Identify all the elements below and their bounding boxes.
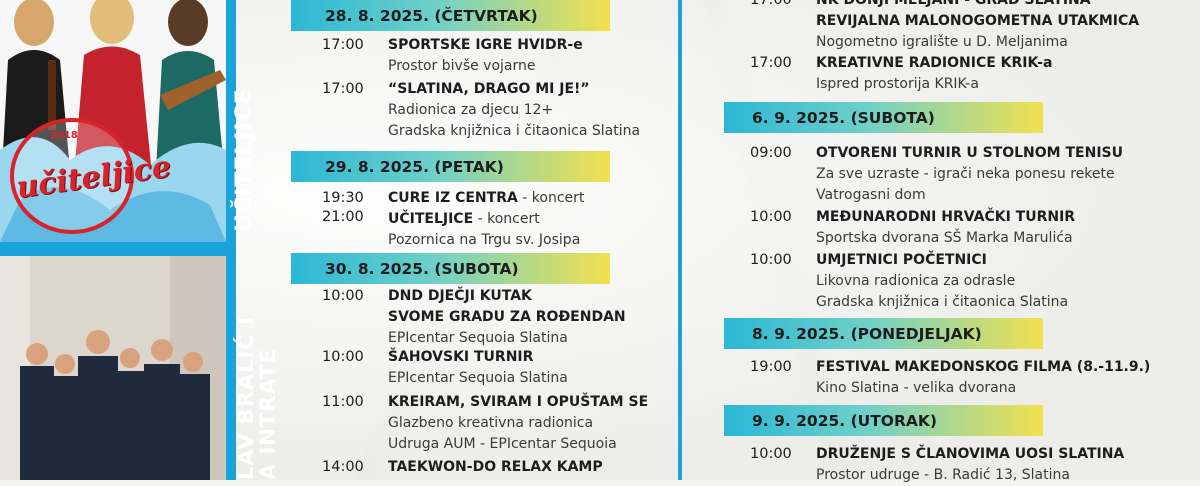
- event-title: DRUŽENJE S ČLANOVIMA UOSI SLATINA: [816, 446, 1125, 462]
- event-description: Za sve uzraste - igrači neka ponesu reke…: [816, 166, 1115, 182]
- event-time: 14:00: [322, 459, 364, 475]
- event-location: Udruga AUM - EPIcentar Sequoia: [388, 436, 617, 452]
- event-title-line2: REVIJALNA MALONOGOMETNA UTAKMICA: [816, 13, 1140, 29]
- event-location: EPIcentar Sequoia Slatina: [388, 330, 568, 346]
- event-location: Kino Slatina - velika dvorana: [816, 380, 1017, 396]
- event-location: Prostor bivše vojarne: [388, 58, 536, 74]
- event-title: MEĐUNARODNI HRVAČKI TURNIR: [816, 209, 1076, 225]
- date-header: 6. 9. 2025. (SUBOTA): [724, 102, 1043, 133]
- date-header: 30. 8. 2025. (SUBOTA): [291, 253, 610, 284]
- date-header: 29. 8. 2025. (PETAK): [291, 151, 610, 182]
- event-title: UMJETNICI POČETNICI: [816, 252, 987, 268]
- event: KREATIVNE RADIONICE KRIK-a Ispred prosto…: [816, 53, 1052, 95]
- event-description: Glazbeno kreativna radionica: [388, 415, 594, 431]
- event: SPORTSKE IGRE HVIDR-e Prostor bivše voja…: [388, 35, 583, 77]
- event-location: Prostor udruge - B. Radić 13, Slatina: [816, 467, 1070, 483]
- event-title: TAEKWON-DO RELAX KAMP: [388, 459, 603, 475]
- event-location: Sportska dvorana SŠ Marka Marulića: [816, 230, 1073, 246]
- event-title: “SLATINA, DRAGO MI JE!”: [388, 81, 590, 97]
- event-location: EPIcentar Sequoia Slatina: [388, 370, 568, 386]
- event-time: 11:00: [322, 394, 364, 410]
- event: KREIRAM, SVIRAM I OPUŠTAM SE Glazbeno kr…: [388, 392, 648, 455]
- event-time: 10:00: [750, 252, 792, 268]
- event-description: Radionica za djecu 12+: [388, 102, 554, 118]
- event: MEĐUNARODNI HRVAČKI TURNIR Sportska dvor…: [816, 207, 1075, 249]
- event-time: 09:00: [750, 145, 792, 161]
- event: NK DONJI MELJANI - GRAD SLATINA REVIJALN…: [816, 0, 1139, 53]
- event: “SLATINA, DRAGO MI JE!” Radionica za dje…: [388, 79, 640, 142]
- event-description: Likovna radionica za odrasle: [816, 273, 1016, 289]
- side-label-ucitelice: UČITELJICE: [232, 88, 257, 232]
- side-label-bralic-2: A INTRATE: [256, 348, 280, 480]
- event-title: UČITELJICE: [388, 211, 474, 227]
- event-title: KREATIVNE RADIONICE KRIK-a: [816, 55, 1053, 71]
- event: CURE IZ CENTRA - koncert UČITELJICE - ko…: [388, 188, 584, 251]
- event: FESTIVAL MAKEDONSKOG FILMA (8.-11.9.) Ki…: [816, 357, 1150, 399]
- event-title-line2: SVOME GRADU ZA ROĐENDAN: [388, 309, 626, 325]
- event-time: 17:00: [750, 0, 792, 8]
- event-title: KREIRAM, SVIRAM I OPUŠTAM SE: [388, 394, 649, 410]
- event-type: - koncert: [473, 211, 540, 227]
- event-time: 21:00: [322, 209, 364, 225]
- event-location: Pozornica na Trgu sv. Josipa: [388, 232, 581, 248]
- event-title: ŠAHOVSKI TURNIR: [388, 349, 534, 365]
- event-location: Vatrogasni dom: [816, 187, 926, 203]
- event: DND DJEČJI KUTAK SVOME GRADU ZA ROĐENDAN…: [388, 286, 626, 349]
- ucitelice-photo: učiteljice 2018: [0, 0, 226, 242]
- event-time: 10:00: [750, 209, 792, 225]
- event: TAEKWON-DO RELAX KAMP: [388, 457, 603, 478]
- event-type: - koncert: [517, 190, 585, 206]
- event: OTVORENI TURNIR U STOLNOM TENISU Za sve …: [816, 143, 1123, 206]
- date-header: 28. 8. 2025. (ČETVRTAK): [291, 0, 610, 31]
- event: UMJETNICI POČETNICI Likovna radionica za…: [816, 250, 1068, 313]
- event-title: FESTIVAL MAKEDONSKOG FILMA (8.-11.9.): [816, 359, 1151, 375]
- event-location: Ispred prostorija KRIK-a: [816, 76, 979, 92]
- event: ŠAHOVSKI TURNIR EPIcentar Sequoia Slatin…: [388, 347, 568, 389]
- event-title: NK DONJI MELJANI - GRAD SLATINA: [816, 0, 1091, 8]
- event-location: Gradska knjižnica i čitaonica Slatina: [816, 294, 1069, 310]
- side-label-bralic-1: LAV BRALIĆ I: [234, 316, 258, 480]
- event-time: 19:30: [322, 190, 364, 206]
- event: DRUŽENJE S ČLANOVIMA UOSI SLATINA Prosto…: [816, 444, 1124, 486]
- event-time: 10:00: [322, 349, 364, 365]
- photo-strip: učiteljice 2018: [0, 0, 236, 480]
- column-divider: [678, 0, 682, 480]
- event-time: 19:00: [750, 359, 792, 375]
- logo-ring: [10, 118, 134, 234]
- band-photo: [0, 256, 226, 480]
- logo-year: 2018: [50, 130, 78, 141]
- event-time: 17:00: [322, 81, 364, 97]
- event-time: 10:00: [322, 288, 364, 304]
- event-time: 17:00: [322, 37, 364, 53]
- event-title: SPORTSKE IGRE HVIDR-e: [388, 37, 583, 53]
- date-header: 9. 9. 2025. (UTORAK): [724, 405, 1043, 436]
- band-illustration: [0, 256, 226, 480]
- event-location: Nogometno igralište u D. Meljanima: [816, 34, 1068, 50]
- date-header: 8. 9. 2025. (PONEDJELJAK): [724, 318, 1043, 349]
- event-time: 17:00: [750, 55, 792, 71]
- event-location: Gradska knjižnica i čitaonica Slatina: [388, 123, 641, 139]
- event-title: DND DJEČJI KUTAK: [388, 288, 532, 304]
- event-time: 10:00: [750, 446, 792, 462]
- event-title: OTVORENI TURNIR U STOLNOM TENISU: [816, 145, 1123, 161]
- event-title: CURE IZ CENTRA: [388, 190, 518, 206]
